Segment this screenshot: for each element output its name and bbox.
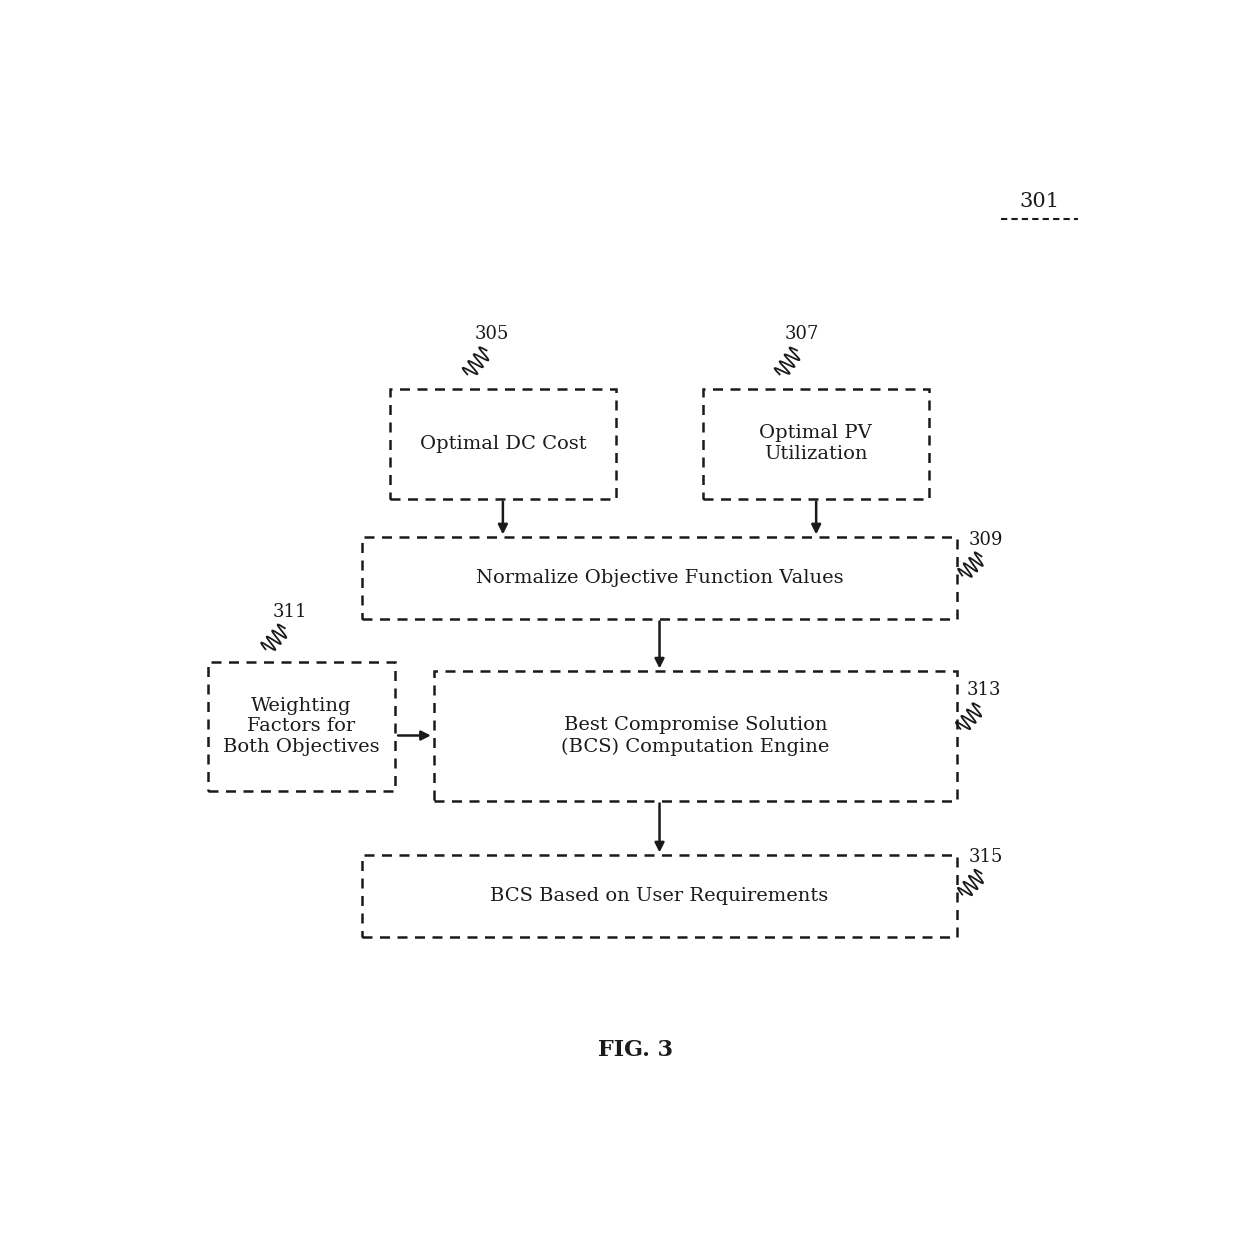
Bar bbox=[391, 388, 616, 499]
Bar bbox=[703, 388, 929, 499]
Bar bbox=[362, 855, 957, 937]
Text: 313: 313 bbox=[967, 682, 1002, 699]
Bar bbox=[362, 537, 957, 618]
Text: FIG. 3: FIG. 3 bbox=[598, 1039, 673, 1061]
Text: Best Compromise Solution
(BCS) Computation Engine: Best Compromise Solution (BCS) Computati… bbox=[562, 717, 830, 755]
Text: 315: 315 bbox=[970, 847, 1003, 866]
Text: 301: 301 bbox=[1019, 193, 1059, 211]
Bar bbox=[434, 672, 957, 801]
Bar bbox=[208, 662, 396, 791]
Text: 305: 305 bbox=[474, 325, 508, 343]
Text: Optimal DC Cost: Optimal DC Cost bbox=[420, 435, 587, 453]
Text: Optimal PV
Utilization: Optimal PV Utilization bbox=[759, 424, 872, 463]
Text: Normalize Objective Function Values: Normalize Objective Function Values bbox=[476, 569, 843, 587]
Text: Weighting
Factors for
Both Objectives: Weighting Factors for Both Objectives bbox=[223, 697, 379, 756]
Text: 311: 311 bbox=[273, 602, 306, 621]
Text: BCS Based on User Requirements: BCS Based on User Requirements bbox=[490, 887, 828, 904]
Text: 307: 307 bbox=[785, 325, 818, 343]
Text: 309: 309 bbox=[968, 531, 1003, 549]
